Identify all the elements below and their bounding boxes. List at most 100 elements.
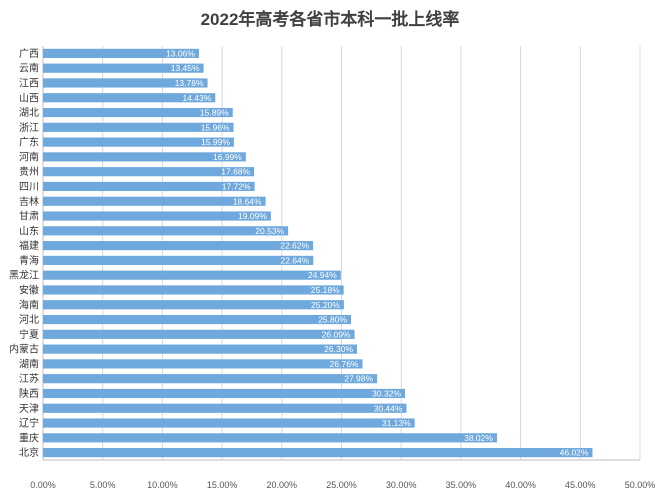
data-label: 17.68% [221, 167, 250, 177]
bar [43, 374, 378, 384]
category-label: 山东 [19, 224, 39, 237]
data-label: 30.44% [374, 403, 403, 413]
bar [43, 418, 415, 428]
data-label: 38.02% [464, 433, 493, 443]
bar [43, 107, 233, 118]
bar [43, 93, 216, 103]
x-tick-label: 0.00% [30, 480, 56, 490]
x-axis-ticks: 0.00% 5.00% 10.00% 15.00% 20.00% 25.00% 30.00%… [30, 480, 655, 490]
data-label: 18.64% [233, 196, 262, 206]
bar [43, 226, 289, 236]
category-label: 广西 [19, 48, 39, 60]
data-label: 22.62% [280, 241, 309, 251]
bar [43, 181, 255, 192]
category-label: 宁夏 [19, 328, 39, 341]
bar [43, 122, 234, 132]
bar [43, 270, 341, 280]
chart-title: 2022年高考各省市本科一批上线率 [201, 9, 460, 29]
data-label: 31.13% [382, 418, 411, 428]
bar [43, 300, 344, 310]
category-label: 四川 [19, 182, 39, 193]
x-tick-label: 15.00% [207, 480, 238, 490]
category-labels: 广西云南江西山西湖北浙江广东河南贵州四川吉林甘肃山东福建青海黑龙江安徽海南河北宁… [9, 48, 39, 459]
category-label: 吉林 [19, 195, 39, 208]
category-label: 江苏 [19, 372, 39, 385]
data-label: 20.53% [255, 226, 284, 236]
bar [43, 344, 358, 354]
category-label: 辽宁 [19, 417, 39, 430]
category-label: 河南 [19, 150, 39, 163]
category-label: 湖南 [19, 357, 39, 370]
bar [43, 314, 352, 325]
bar [43, 137, 234, 147]
data-label: 25.18% [311, 285, 340, 295]
category-label: 山西 [19, 92, 39, 104]
x-tick-label: 40.00% [505, 480, 536, 490]
x-tick-label: 25.00% [326, 480, 357, 490]
data-label: 26.09% [322, 329, 351, 339]
data-label: 16.99% [213, 152, 242, 162]
x-tick-label: 35.00% [446, 480, 477, 490]
data-label: 14.43% [182, 93, 211, 103]
data-label: 15.99% [201, 137, 230, 147]
bars: 13.06% 13.45% 13.78% 14.43% 15.89% 15.96% 15.9… [43, 48, 593, 458]
x-tick-label: 50.00% [625, 480, 656, 490]
category-label: 甘肃 [19, 210, 39, 223]
data-label: 25.80% [318, 315, 347, 325]
bar [43, 255, 314, 265]
data-label: 24.94% [308, 270, 337, 280]
data-label: 25.20% [311, 300, 340, 310]
x-tick-label: 30.00% [386, 480, 417, 490]
category-label: 贵州 [19, 165, 39, 178]
data-label: 19.09% [238, 211, 267, 221]
category-label: 天津 [19, 403, 39, 415]
data-label: 30.32% [372, 388, 401, 398]
category-label: 重庆 [19, 431, 39, 444]
category-label: 北京 [19, 446, 39, 459]
bar [43, 403, 407, 413]
data-label: 13.06% [166, 48, 195, 58]
x-tick-label: 5.00% [90, 480, 116, 490]
data-label: 17.72% [222, 181, 251, 191]
data-label: 13.45% [171, 63, 200, 73]
bar [43, 359, 363, 369]
data-label: 15.89% [200, 108, 229, 118]
data-label: 22.64% [280, 255, 309, 265]
bar [43, 388, 406, 399]
category-label: 福建 [19, 239, 39, 252]
x-tick-label: 45.00% [565, 480, 596, 490]
category-label: 陕西 [19, 387, 39, 400]
category-label: 湖北 [19, 107, 39, 119]
category-label: 河北 [19, 314, 39, 326]
bar [43, 285, 344, 295]
bar [43, 448, 593, 458]
data-label: 13.78% [175, 78, 204, 88]
bar [43, 167, 255, 177]
bar [43, 48, 199, 58]
category-label: 海南 [19, 298, 39, 311]
data-label: 46.02% [560, 448, 589, 458]
data-label: 15.96% [201, 122, 230, 132]
category-label: 内蒙古 [9, 343, 39, 356]
bar [43, 211, 271, 221]
bar [43, 63, 204, 73]
category-label: 青海 [19, 254, 39, 267]
bar [43, 152, 246, 162]
data-label: 26.76% [330, 359, 359, 369]
bar [43, 433, 497, 443]
bar [43, 241, 314, 251]
x-tick-label: 20.00% [267, 480, 298, 490]
x-tick-label: 10.00% [147, 480, 178, 490]
category-label: 云南 [19, 62, 39, 75]
bar [43, 329, 355, 339]
bar [43, 78, 208, 88]
category-label: 广东 [19, 136, 39, 149]
category-label: 黑龙江 [9, 269, 39, 282]
category-label: 安徽 [19, 283, 39, 296]
bar [43, 196, 266, 206]
data-label: 27.98% [344, 374, 373, 384]
data-label: 26.30% [324, 344, 353, 354]
category-label: 江西 [19, 77, 39, 89]
